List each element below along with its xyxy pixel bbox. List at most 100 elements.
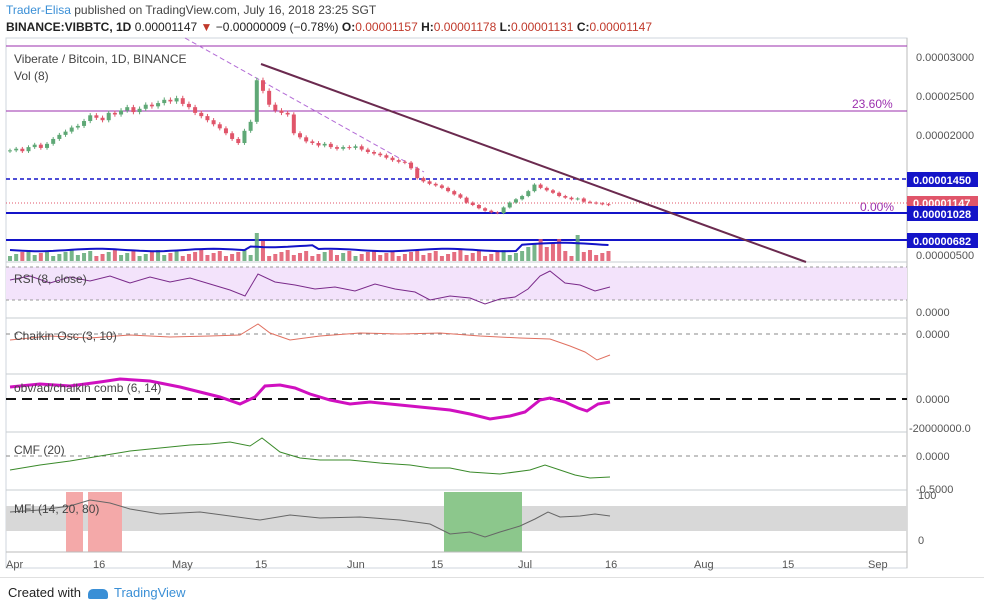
time-tick: 15	[782, 559, 794, 571]
candle-body	[390, 157, 395, 161]
candle-body	[402, 161, 407, 163]
volume-bar	[149, 252, 154, 261]
candle-body	[557, 192, 562, 197]
candle-body	[476, 205, 481, 209]
volume-bar	[20, 252, 25, 261]
volume-bar	[51, 256, 56, 261]
candle-body	[199, 112, 204, 117]
candle-body	[162, 99, 167, 104]
time-tick: Jun	[347, 559, 365, 571]
volume-bar	[433, 251, 438, 261]
candle-body	[14, 148, 19, 151]
trend-dashed-line[interactable]	[184, 37, 425, 173]
volume-bar	[501, 250, 506, 261]
candle-body	[569, 197, 574, 200]
volume-bar	[359, 254, 364, 261]
fib-0-label: 0.00%	[860, 200, 894, 214]
time-tick: 16	[605, 559, 617, 571]
candle-body	[594, 202, 599, 204]
down-arrow-icon: ▼	[200, 20, 213, 34]
volume-bar	[273, 254, 278, 261]
volume-bar	[205, 255, 210, 261]
volume-bar	[526, 247, 531, 261]
volume-bar	[297, 253, 302, 261]
candle-body	[223, 128, 228, 134]
candle-body	[378, 153, 383, 156]
candle-body	[88, 115, 93, 122]
mfi-line	[9, 499, 611, 538]
volume-ma-line	[9, 241, 609, 253]
candle-body	[316, 143, 321, 146]
candle-body	[156, 103, 161, 107]
volume-bar	[199, 250, 204, 261]
chart-canvas[interactable]: 23.60% 0.00% Viberate / Bitcoin, 1D, BIN…	[0, 0, 984, 577]
volume-bar	[520, 251, 525, 261]
volume-bar	[168, 253, 173, 261]
price-tick: 0.00002000	[916, 130, 974, 142]
volume-bar	[421, 255, 426, 261]
candle-body	[230, 133, 235, 139]
candle-body	[415, 168, 420, 179]
volume-bar	[446, 254, 451, 261]
candle-body	[464, 197, 469, 203]
volume-bar	[544, 247, 549, 261]
candle-body	[254, 80, 259, 122]
candle-body	[489, 210, 494, 213]
volume-bar	[38, 253, 43, 261]
volume-bar	[310, 256, 315, 261]
price-tick: 0.00002500	[916, 91, 974, 103]
candle-body	[32, 144, 37, 148]
volume-bar	[587, 250, 592, 261]
candle-body	[335, 147, 340, 149]
open-label: O:	[341, 20, 356, 34]
trend-line[interactable]	[260, 63, 807, 263]
volume-bar	[322, 252, 327, 261]
volume-bar	[260, 241, 265, 261]
time-tick: 15	[255, 559, 267, 571]
candle-body	[575, 198, 580, 200]
volume-bar	[82, 253, 87, 261]
close-value: 0.00001147	[589, 20, 652, 34]
volume-bar	[365, 252, 370, 261]
tradingview-link[interactable]: TradingView	[88, 585, 186, 600]
volume-bar	[211, 253, 216, 261]
volume-bar	[353, 256, 358, 261]
candle-body	[112, 112, 117, 115]
candles	[8, 77, 611, 215]
volume-bar	[439, 256, 444, 261]
candle-body	[248, 121, 253, 131]
volume-bar	[581, 252, 586, 261]
volume-bar	[143, 254, 148, 261]
candle-body	[439, 185, 444, 188]
volume-bar	[347, 251, 352, 261]
volume-bar	[186, 254, 191, 261]
volume-bar	[137, 256, 142, 261]
volume-bar	[63, 252, 68, 261]
obv-label: obv/ad/chaikin comb (6, 14)	[14, 381, 161, 395]
candle-body	[433, 183, 438, 186]
volume-bar	[156, 250, 161, 261]
publish-info: Trader-Elisa published on TradingView.co…	[6, 3, 376, 17]
candle-body	[322, 143, 327, 146]
volume-bar	[112, 250, 117, 261]
volume-bar	[26, 250, 31, 261]
volume-bar	[335, 255, 340, 261]
volume-bar	[236, 252, 241, 261]
author-link[interactable]: Trader-Elisa	[6, 3, 71, 17]
candle-body	[513, 199, 518, 203]
candle-body	[100, 117, 105, 121]
badge-1450	[907, 172, 978, 187]
candle-body	[205, 116, 210, 121]
volume-bar	[600, 253, 605, 261]
time-tick: 15	[431, 559, 443, 571]
footer: Created with TradingView	[0, 577, 984, 610]
volume-bar	[341, 253, 346, 261]
volume-bar	[563, 251, 568, 261]
candle-body	[458, 194, 463, 198]
high-value: 0.00001178	[433, 20, 497, 34]
candle-body	[273, 104, 278, 111]
volume-bar	[316, 254, 321, 261]
candle-body	[328, 143, 333, 148]
obv-tick: 0.0000	[916, 394, 950, 406]
candle-body	[384, 155, 389, 158]
